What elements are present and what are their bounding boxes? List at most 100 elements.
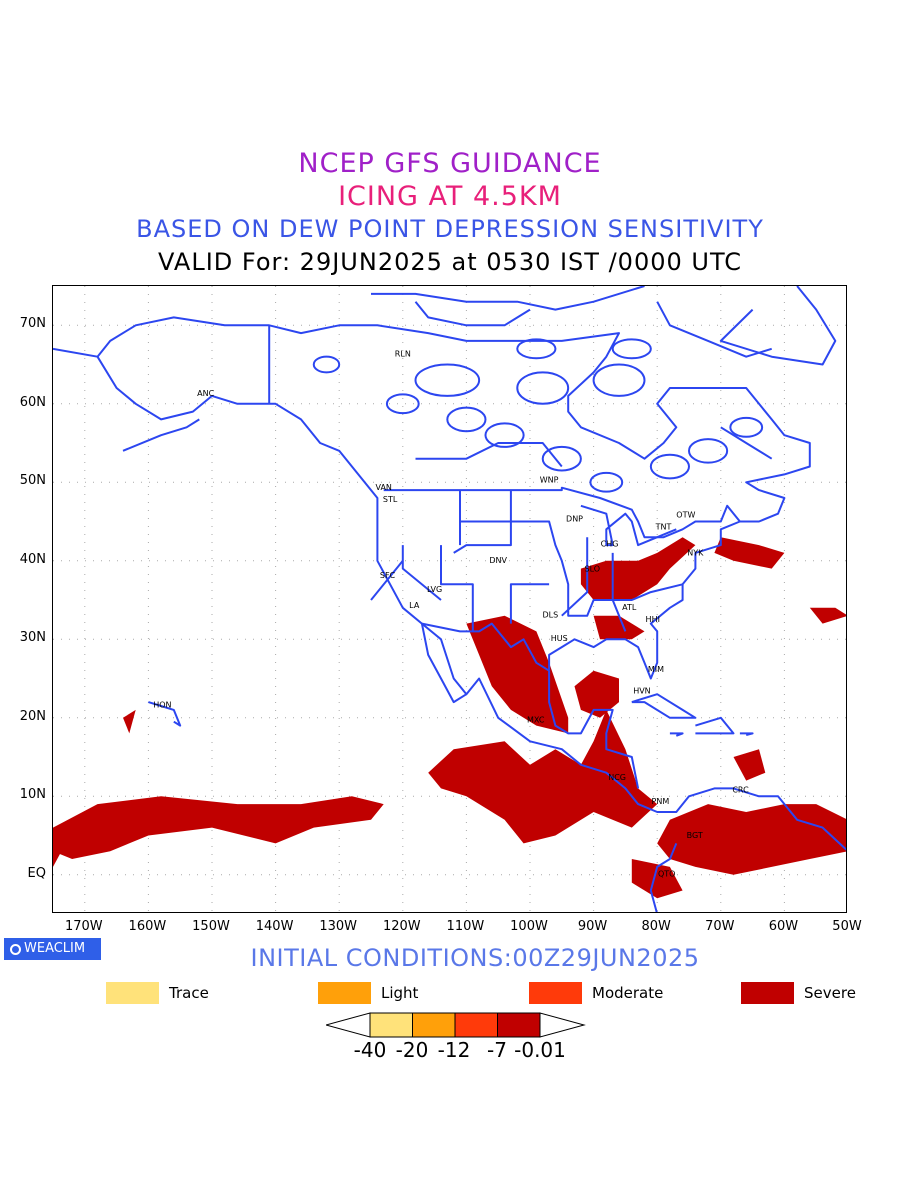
lake-outline (592, 363, 646, 397)
colorbar-low-arrow (326, 1012, 371, 1038)
severe-icing-area (733, 749, 766, 781)
colorbar-box (369, 1012, 413, 1038)
legend-swatch (741, 982, 794, 1004)
map-panel: RLN ANC VAN STL WNP DNP TNT OTW CHG NYK DNV SFC SLO L… (52, 285, 847, 913)
lake-outline (541, 445, 582, 472)
lake-outline (611, 338, 652, 360)
colorbar-tick-label: -0.01 (514, 1038, 566, 1062)
lake-outline (446, 406, 487, 433)
coastline (148, 701, 182, 727)
lat-label: 70N (19, 316, 46, 332)
coastline (421, 622, 550, 672)
station-labels: RLN ANC VAN STL WNP DNP TNT OTW CHG NYK DNV SFC SLO L… (153, 350, 749, 879)
coastline (509, 583, 550, 624)
colorbar-tick-label: -40 (353, 1038, 387, 1062)
coastline (719, 286, 837, 366)
lon-label: 130W (319, 919, 358, 934)
coastline (649, 843, 678, 912)
station-label: RLN (395, 350, 411, 359)
station-label: ATL (622, 603, 637, 612)
severe-icing-area (809, 607, 846, 624)
station-label: MXC (527, 715, 545, 724)
lon-label: 50W (832, 919, 862, 934)
severe-icing-area (580, 537, 696, 600)
station-label: NYK (687, 548, 704, 557)
map-canvas: RLN ANC VAN STL WNP DNP TNT OTW CHG NYK DNV SFC SLO L… (53, 286, 846, 912)
coastline (631, 693, 697, 719)
chart-title: NCEP GFS GUIDANCE (298, 148, 602, 179)
coastline (96, 316, 811, 680)
coastline (611, 552, 627, 632)
lat-label: 40N (19, 551, 46, 567)
severe-icing-area (574, 670, 619, 718)
lat-label: 60N (19, 394, 46, 410)
legend-swatch (318, 982, 371, 1004)
lat-label: 50N (19, 473, 46, 489)
colorbar-tick-label: -12 (437, 1038, 471, 1062)
lon-label: 160W (128, 919, 167, 934)
station-label: VAN (376, 483, 392, 492)
coastline (53, 347, 846, 851)
lake-outline (516, 338, 557, 360)
station-label: PNM (652, 797, 670, 806)
severe-icing-area (428, 709, 658, 844)
colorbar-high-arrow (539, 1012, 586, 1038)
station-label: NCG (608, 773, 626, 782)
chart-subtitle: ICING AT 4.5KM (338, 181, 562, 212)
severe-icing-area (631, 859, 683, 899)
lake-outline (484, 422, 525, 448)
coastline (580, 504, 677, 547)
colorbar-boxes (369, 1012, 541, 1038)
lake-outline (516, 371, 570, 405)
severe-icing-area (53, 796, 384, 859)
coastline (370, 560, 404, 601)
coastline (122, 418, 200, 452)
lon-label: 140W (255, 919, 294, 934)
station-label: HHI (646, 615, 660, 624)
lon-label: 70W (705, 919, 735, 934)
severe-icing-area (53, 827, 66, 867)
lon-label: 80W (641, 919, 671, 934)
lake-outline (649, 453, 690, 480)
legend-label: Severe (804, 984, 856, 1002)
station-label: HON (153, 701, 171, 710)
station-label: TNT (655, 522, 672, 531)
icing-severe-areas (53, 537, 846, 899)
station-label: BGT (687, 831, 703, 840)
station-label: SFC (380, 571, 396, 580)
legend-label: Moderate (592, 984, 664, 1002)
coastline (695, 716, 735, 735)
coastline (453, 490, 512, 554)
station-label: ANC (197, 389, 214, 398)
severe-icing-area (123, 709, 136, 734)
lon-label: 150W (192, 919, 230, 934)
coastline (460, 520, 683, 617)
lon-label: 120W (382, 919, 421, 934)
coastline (561, 537, 589, 617)
station-label: STL (383, 495, 398, 504)
coastline (383, 486, 741, 539)
station-label: DLS (543, 610, 559, 619)
coastline (440, 545, 474, 632)
coastlines-and-borders (53, 286, 846, 912)
initial-conditions: INITIAL CONDITIONS:00Z29JUN2025 (250, 944, 700, 972)
lake-outline (589, 471, 624, 493)
station-label: DNV (489, 556, 507, 565)
lon-label: 170W (64, 919, 103, 934)
coastline (401, 545, 442, 601)
lat-label: EQ (27, 865, 46, 881)
legend-swatch (529, 982, 582, 1004)
severe-icing-area (714, 537, 785, 569)
lon-label: 110W (446, 919, 485, 934)
method-description: BASED ON DEW POINT DEPRESSION SENSITIVIT… (136, 215, 764, 243)
lon-label: 90W (577, 919, 608, 934)
lake-outline (729, 416, 764, 438)
station-label: LA (409, 601, 420, 610)
station-label: CHG (601, 540, 619, 549)
brand-badge: WEACLIM (4, 938, 101, 960)
colorbar-tick-label: -7 (487, 1038, 507, 1062)
coastline (414, 301, 531, 327)
colorbar-box (412, 1012, 456, 1038)
severe-icing-area (593, 615, 645, 640)
lake-outline (414, 363, 481, 397)
